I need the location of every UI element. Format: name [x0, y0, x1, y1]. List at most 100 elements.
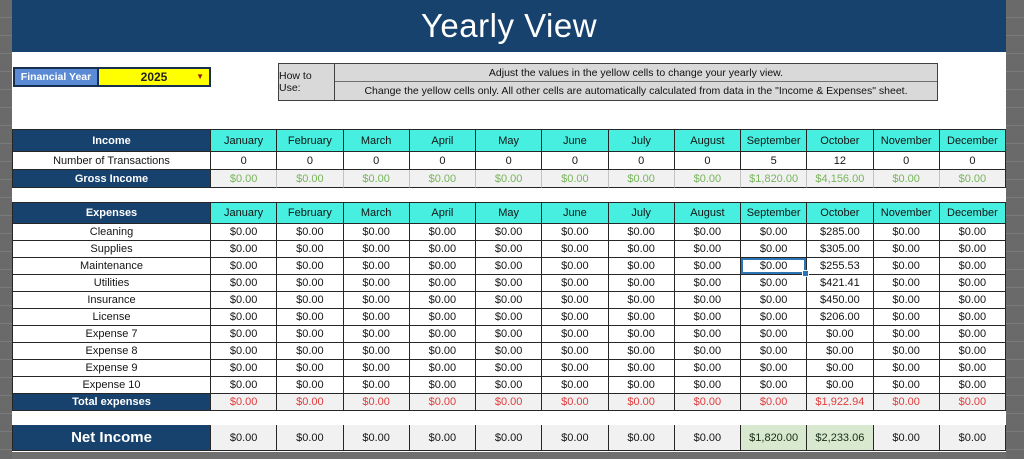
- cell-expense-9-november[interactable]: $0.00: [873, 360, 940, 377]
- month-header-may[interactable]: May: [476, 202, 543, 224]
- cell-insurance-november[interactable]: $0.00: [873, 292, 940, 309]
- cell-expense-7-august[interactable]: $0.00: [674, 326, 741, 343]
- row-label-expense-9[interactable]: Expense 9: [12, 360, 211, 377]
- month-header-february[interactable]: February: [277, 129, 344, 152]
- cell-expense-8-april[interactable]: $0.00: [409, 343, 476, 360]
- cell-insurance-july[interactable]: $0.00: [608, 292, 675, 309]
- cell-number-of-transactions-december[interactable]: 0: [939, 152, 1006, 170]
- row-label-insurance[interactable]: Insurance: [12, 292, 211, 309]
- cell-license-december[interactable]: $0.00: [939, 309, 1006, 326]
- cell-insurance-september[interactable]: $0.00: [741, 292, 808, 309]
- cell-utilities-july[interactable]: $0.00: [608, 275, 675, 292]
- month-header-june[interactable]: June: [542, 129, 609, 152]
- cell-expense-8-february[interactable]: $0.00: [277, 343, 344, 360]
- cell-utilities-november[interactable]: $0.00: [873, 275, 940, 292]
- cell-utilities-september[interactable]: $0.00: [741, 275, 808, 292]
- row-label-number-of-transactions[interactable]: Number of Transactions: [12, 152, 211, 170]
- cell-number-of-transactions-july[interactable]: 0: [608, 152, 675, 170]
- cell-supplies-march[interactable]: $0.00: [343, 241, 410, 258]
- cell-supplies-november[interactable]: $0.00: [873, 241, 940, 258]
- cell-expense-10-november[interactable]: $0.00: [873, 377, 940, 394]
- cell-supplies-january[interactable]: $0.00: [211, 241, 278, 258]
- cell-expense-8-november[interactable]: $0.00: [873, 343, 940, 360]
- cell-maintenance-june[interactable]: $0.00: [542, 258, 609, 275]
- cell-total-expenses-february[interactable]: $0.00: [277, 394, 344, 411]
- cell-utilities-august[interactable]: $0.00: [674, 275, 741, 292]
- cell-expense-8-january[interactable]: $0.00: [211, 343, 278, 360]
- month-header-february[interactable]: February: [277, 202, 344, 224]
- cell-cleaning-may[interactable]: $0.00: [476, 224, 543, 241]
- month-header-may[interactable]: May: [476, 129, 543, 152]
- cell-net-income-april[interactable]: $0.00: [409, 425, 476, 451]
- cell-total-expenses-april[interactable]: $0.00: [409, 394, 476, 411]
- cell-total-expenses-march[interactable]: $0.00: [343, 394, 410, 411]
- cell-number-of-transactions-february[interactable]: 0: [277, 152, 344, 170]
- cell-number-of-transactions-september[interactable]: 5: [741, 152, 808, 170]
- cell-maintenance-march[interactable]: $0.00: [343, 258, 410, 275]
- cell-net-income-october[interactable]: $2,233.06: [807, 425, 874, 451]
- cell-expense-8-march[interactable]: $0.00: [343, 343, 410, 360]
- cell-total-expenses-january[interactable]: $0.00: [211, 394, 278, 411]
- cell-expense-7-april[interactable]: $0.00: [409, 326, 476, 343]
- cell-net-income-may[interactable]: $0.00: [476, 425, 543, 451]
- row-label-gross-income[interactable]: Gross Income: [12, 170, 211, 188]
- cell-expense-9-january[interactable]: $0.00: [211, 360, 278, 377]
- row-label-supplies[interactable]: Supplies: [12, 241, 211, 258]
- cell-net-income-march[interactable]: $0.00: [343, 425, 410, 451]
- cell-number-of-transactions-april[interactable]: 0: [409, 152, 476, 170]
- cell-utilities-january[interactable]: $0.00: [211, 275, 278, 292]
- cell-net-income-september[interactable]: $1,820.00: [741, 425, 808, 451]
- cell-license-september[interactable]: $0.00: [741, 309, 808, 326]
- cell-expense-8-june[interactable]: $0.00: [542, 343, 609, 360]
- cell-expense-7-february[interactable]: $0.00: [277, 326, 344, 343]
- cell-gross-income-november[interactable]: $0.00: [873, 170, 940, 188]
- cell-expense-9-june[interactable]: $0.00: [542, 360, 609, 377]
- financial-year-dropdown[interactable]: 2025 ▼: [99, 69, 209, 85]
- row-label-expense-10[interactable]: Expense 10: [12, 377, 211, 394]
- cell-net-income-june[interactable]: $0.00: [542, 425, 609, 451]
- cell-expense-10-april[interactable]: $0.00: [409, 377, 476, 394]
- cell-insurance-june[interactable]: $0.00: [542, 292, 609, 309]
- cell-cleaning-september[interactable]: $0.00: [741, 224, 808, 241]
- cell-cleaning-november[interactable]: $0.00: [873, 224, 940, 241]
- cell-cleaning-october[interactable]: $285.00: [807, 224, 874, 241]
- cell-maintenance-april[interactable]: $0.00: [409, 258, 476, 275]
- cell-gross-income-october[interactable]: $4,156.00: [807, 170, 874, 188]
- cell-utilities-april[interactable]: $0.00: [409, 275, 476, 292]
- cell-expense-10-october[interactable]: $0.00: [807, 377, 874, 394]
- cell-supplies-october[interactable]: $305.00: [807, 241, 874, 258]
- month-header-september[interactable]: September: [741, 129, 808, 152]
- cell-gross-income-february[interactable]: $0.00: [277, 170, 344, 188]
- cell-cleaning-december[interactable]: $0.00: [939, 224, 1006, 241]
- cell-gross-income-june[interactable]: $0.00: [542, 170, 609, 188]
- cell-insurance-october[interactable]: $450.00: [807, 292, 874, 309]
- month-header-april[interactable]: April: [409, 202, 476, 224]
- cell-insurance-april[interactable]: $0.00: [409, 292, 476, 309]
- cell-license-june[interactable]: $0.00: [542, 309, 609, 326]
- cell-utilities-may[interactable]: $0.00: [476, 275, 543, 292]
- cell-gross-income-may[interactable]: $0.00: [476, 170, 543, 188]
- cell-expense-10-december[interactable]: $0.00: [939, 377, 1006, 394]
- month-header-august[interactable]: August: [674, 202, 741, 224]
- cell-utilities-december[interactable]: $0.00: [939, 275, 1006, 292]
- cell-expense-7-november[interactable]: $0.00: [873, 326, 940, 343]
- cell-expense-7-may[interactable]: $0.00: [476, 326, 543, 343]
- cell-insurance-march[interactable]: $0.00: [343, 292, 410, 309]
- row-label-net-income[interactable]: Net Income: [12, 425, 211, 451]
- cell-expense-9-september[interactable]: $0.00: [741, 360, 808, 377]
- cell-expense-8-august[interactable]: $0.00: [674, 343, 741, 360]
- cell-total-expenses-may[interactable]: $0.00: [476, 394, 543, 411]
- cell-license-july[interactable]: $0.00: [608, 309, 675, 326]
- cell-supplies-december[interactable]: $0.00: [939, 241, 1006, 258]
- row-label-total-expenses[interactable]: Total expenses: [12, 394, 211, 411]
- cell-maintenance-october[interactable]: $255.53: [807, 258, 874, 275]
- cell-number-of-transactions-august[interactable]: 0: [674, 152, 741, 170]
- cell-number-of-transactions-may[interactable]: 0: [476, 152, 543, 170]
- cell-gross-income-september[interactable]: $1,820.00: [741, 170, 808, 188]
- cell-net-income-february[interactable]: $0.00: [277, 425, 344, 451]
- month-header-december[interactable]: December: [939, 202, 1006, 224]
- cell-cleaning-june[interactable]: $0.00: [542, 224, 609, 241]
- cell-license-march[interactable]: $0.00: [343, 309, 410, 326]
- month-header-october[interactable]: October: [807, 202, 874, 224]
- cell-expense-9-february[interactable]: $0.00: [277, 360, 344, 377]
